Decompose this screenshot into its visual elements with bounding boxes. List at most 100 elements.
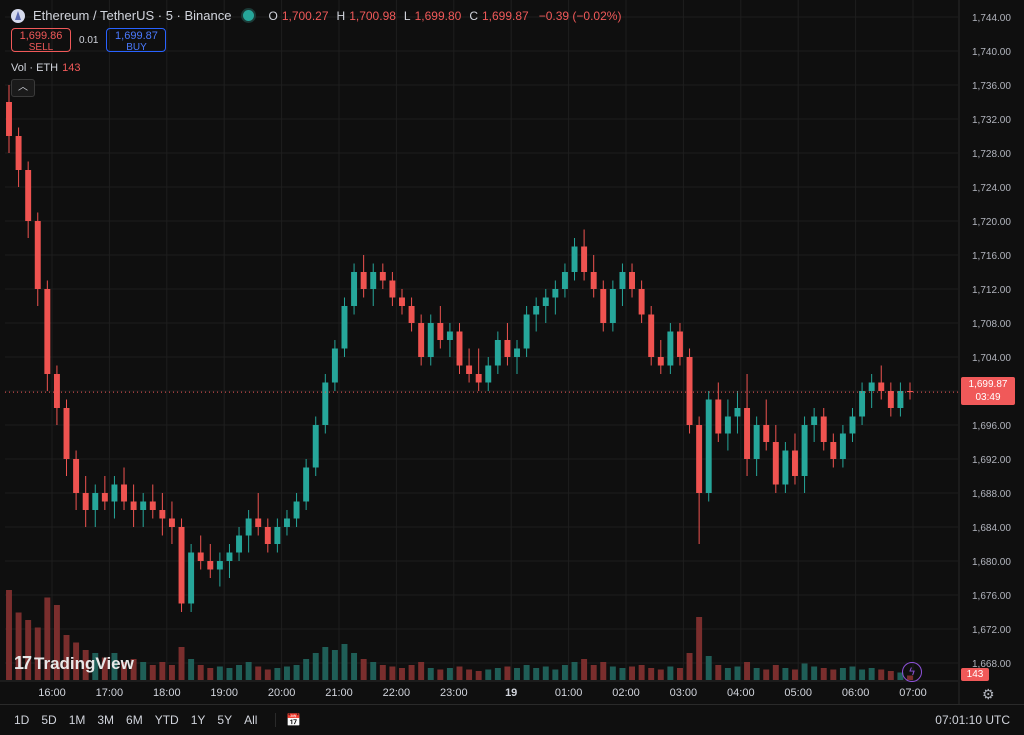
y-tick-label: 1,688.00 xyxy=(972,489,1011,500)
candle-body xyxy=(820,416,827,442)
volume-bar xyxy=(303,659,310,680)
calendar-icon[interactable]: 📅 xyxy=(275,713,301,727)
volume-bar xyxy=(370,662,377,680)
range-5y[interactable]: 5Y xyxy=(217,713,233,727)
volume-bar xyxy=(629,666,636,680)
volume-bar xyxy=(753,668,760,680)
tradingview-logo-icon: 17 xyxy=(14,653,32,673)
volume-bar xyxy=(399,668,405,680)
volume-bar xyxy=(159,662,166,680)
x-tick-label: 04:00 xyxy=(727,687,755,699)
volume-bar xyxy=(264,669,271,680)
volume-label: Vol · ETH xyxy=(11,62,59,74)
candle-body xyxy=(245,518,252,536)
candle-body xyxy=(686,357,693,425)
volume-bar xyxy=(466,669,473,680)
volume-bar xyxy=(73,642,80,680)
x-tick-label: 02:00 xyxy=(612,687,640,699)
y-tick-label: 1,676.00 xyxy=(972,591,1011,602)
volume-bar xyxy=(121,662,127,680)
volume-bar xyxy=(523,665,530,680)
x-tick-label: 21:00 xyxy=(325,687,353,699)
candle-body xyxy=(734,408,741,417)
volume-bar xyxy=(101,657,108,680)
volume-bar xyxy=(878,669,885,680)
volume-bar xyxy=(130,659,137,680)
volume-bar xyxy=(839,668,846,680)
candle-body xyxy=(811,416,818,425)
candle-body xyxy=(849,416,856,434)
candle-body xyxy=(859,391,866,417)
range-all[interactable]: All xyxy=(244,713,258,727)
candle-body xyxy=(216,561,223,570)
volume-bar xyxy=(341,644,348,680)
candle-body xyxy=(25,170,32,221)
volume-bar xyxy=(283,666,290,680)
volume-bar xyxy=(763,669,770,680)
change-value: −0.39 (−0.02%) xyxy=(538,8,622,23)
range-1y[interactable]: 1Y xyxy=(190,713,206,727)
collapse-legend-button[interactable]: ︿ xyxy=(11,79,35,97)
high-value: 1,700.98 xyxy=(349,8,396,23)
candle-body xyxy=(475,374,482,383)
volume-bar xyxy=(792,669,798,680)
price-chart[interactable]: 1,668.00 1,672.00 1,676.00 1,680.00 1,684.00… xyxy=(0,0,1024,704)
volume-bar xyxy=(456,666,463,680)
candle-body xyxy=(283,518,290,527)
gear-icon[interactable]: ⚙ xyxy=(982,686,995,702)
watermark-text: TradingView xyxy=(34,653,134,673)
candle-body xyxy=(792,450,798,476)
current-price: 1,699.87 xyxy=(968,379,1008,390)
symbol-legend: Ethereum / TetherUS · 5 · Binance O 1,700… xyxy=(11,8,621,23)
candle-body xyxy=(236,535,243,553)
volume-bar xyxy=(504,666,511,680)
volume-bar xyxy=(236,665,243,680)
volume-bar xyxy=(782,668,789,680)
volume-legend: Vol · ETH 143 xyxy=(11,62,80,74)
volume-bar xyxy=(111,653,118,680)
sell-button[interactable]: 1,699.86 SELL xyxy=(11,28,71,53)
x-tick-label: 22:00 xyxy=(383,687,411,699)
candle-body xyxy=(178,527,185,604)
candle-body xyxy=(552,289,559,298)
candle-body xyxy=(274,527,281,544)
volume-bar xyxy=(830,669,837,680)
range-1m[interactable]: 1M xyxy=(68,713,86,727)
volume-bar xyxy=(188,659,195,680)
candle-body xyxy=(322,382,329,425)
range-6m[interactable]: 6M xyxy=(126,713,143,727)
candle-body xyxy=(571,246,578,272)
candle-body xyxy=(331,348,338,383)
candle-body xyxy=(121,484,127,502)
candle-body xyxy=(264,527,271,544)
y-tick-label: 1,696.00 xyxy=(972,421,1011,432)
candle-body xyxy=(6,102,12,136)
volume-bar xyxy=(561,665,568,680)
candle-body xyxy=(868,382,875,391)
lightning-icon[interactable]: ϟ xyxy=(902,662,922,682)
buy-label: BUY xyxy=(126,42,147,53)
range-5d[interactable]: 5D xyxy=(41,713,57,727)
volume-bar xyxy=(44,597,51,680)
y-tick-label: 1,720.00 xyxy=(972,217,1011,228)
candle-body xyxy=(341,306,348,349)
candle-body xyxy=(542,297,549,306)
symbol-title[interactable]: Ethereum / TetherUS · 5 · Binance xyxy=(33,8,232,23)
volume-bar xyxy=(245,662,252,680)
sell-label: SELL xyxy=(28,42,54,53)
candle-body xyxy=(839,433,846,459)
volume-bar xyxy=(475,671,482,680)
y-tick-label: 1,684.00 xyxy=(972,523,1011,534)
range-3m[interactable]: 3M xyxy=(97,713,115,727)
range-1d[interactable]: 1D xyxy=(14,713,30,727)
candle-body xyxy=(159,510,166,519)
volume-bar xyxy=(92,653,99,680)
utc-clock[interactable]: 07:01:10 UTC xyxy=(935,713,1010,727)
volume-bar xyxy=(686,653,693,680)
tradingview-watermark[interactable]: 17 TradingView xyxy=(14,653,134,674)
close-label: C xyxy=(469,8,478,23)
low-value: 1,699.80 xyxy=(414,8,462,23)
range-ytd[interactable]: YTD xyxy=(154,713,179,727)
candle-body xyxy=(907,391,913,393)
buy-button[interactable]: 1,699.87 BUY xyxy=(106,28,167,53)
